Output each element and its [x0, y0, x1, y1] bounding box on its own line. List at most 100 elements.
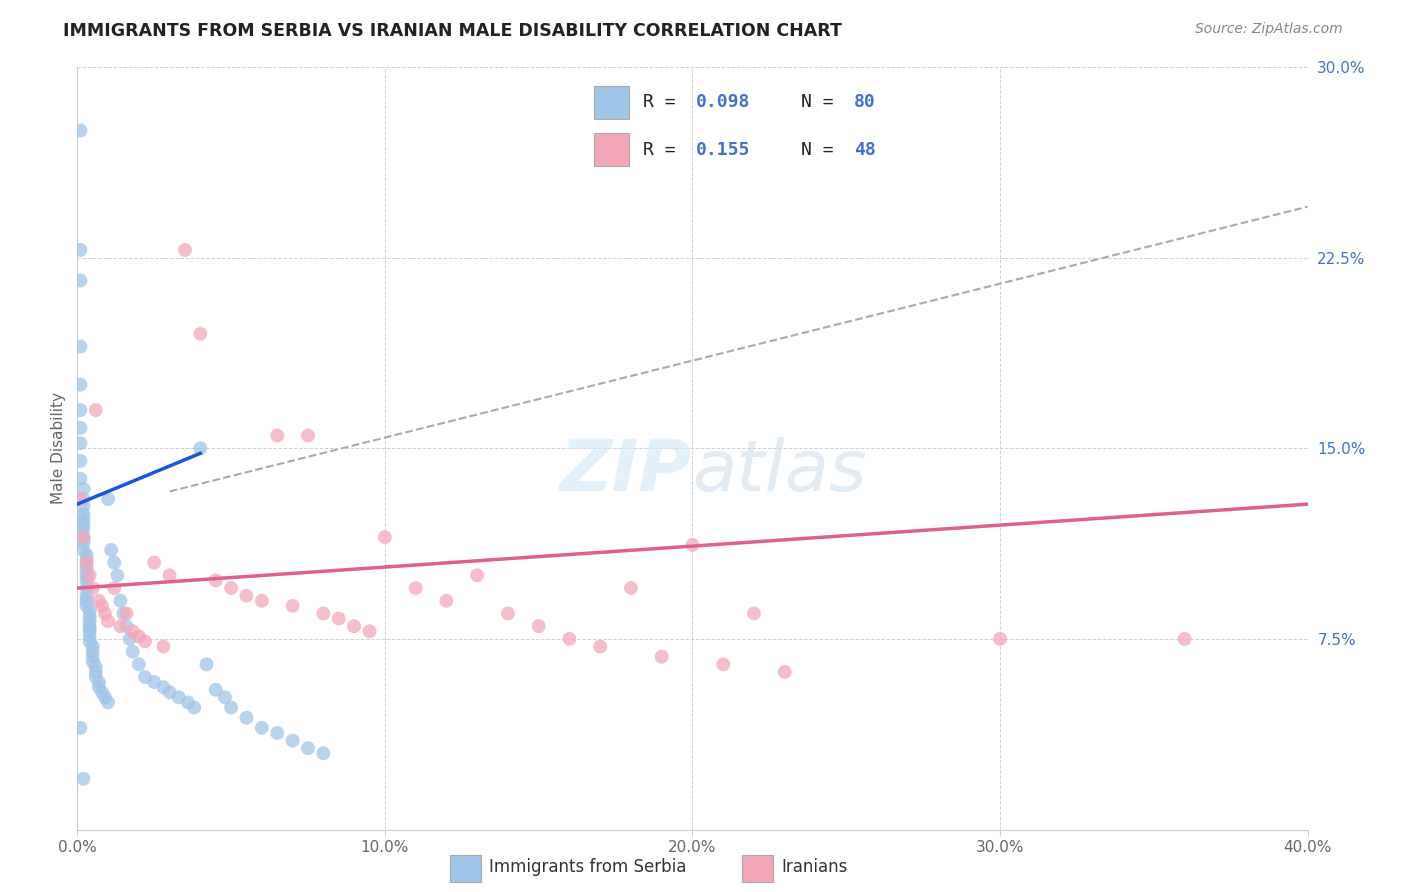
Point [79, 624, 101, 639]
Point [72, 530, 94, 544]
Text: IMMIGRANTS FROM SERBIA VS IRANIAN MALE DISABILITY CORRELATION CHART: IMMIGRANTS FROM SERBIA VS IRANIAN MALE D… [63, 22, 842, 40]
Point [174, 243, 197, 257]
Point [250, 721, 273, 735]
Point [167, 690, 190, 705]
Point [115, 607, 138, 621]
Point [103, 556, 125, 570]
Point [159, 685, 181, 699]
Point [90, 685, 114, 699]
Point [72, 491, 94, 506]
Point [76, 574, 98, 588]
Point [235, 711, 257, 725]
Point [76, 594, 98, 608]
Point [84, 403, 107, 417]
Point [214, 690, 236, 705]
Point [87, 680, 110, 694]
Point [121, 624, 143, 639]
Point [250, 594, 273, 608]
Bar [742, 855, 773, 881]
Point [105, 568, 128, 582]
Point [72, 517, 94, 532]
Text: 80: 80 [855, 94, 876, 112]
Point [79, 604, 101, 618]
Point [152, 640, 174, 654]
Point [76, 558, 98, 573]
Point [103, 581, 125, 595]
Point [76, 599, 98, 613]
Point [134, 634, 156, 648]
Point [121, 644, 143, 658]
Point [159, 568, 181, 582]
Point [204, 682, 226, 697]
Y-axis label: Male Disability: Male Disability [51, 392, 66, 504]
Point [72, 482, 94, 496]
Point [100, 542, 122, 557]
Point [97, 695, 120, 709]
Point [82, 649, 104, 664]
Text: Source: ZipAtlas.com: Source: ZipAtlas.com [1195, 22, 1343, 37]
Point [266, 726, 288, 740]
Point [266, 428, 288, 442]
Point [69, 472, 91, 486]
Point [359, 624, 381, 639]
Point [343, 619, 366, 633]
Point [1174, 632, 1197, 646]
Point [76, 553, 98, 567]
Point [69, 454, 91, 468]
Point [94, 607, 117, 621]
Point [195, 657, 218, 672]
Point [76, 548, 98, 562]
Point [558, 632, 581, 646]
Point [281, 733, 304, 747]
Point [118, 632, 141, 646]
Point [76, 589, 98, 603]
Point [82, 644, 104, 658]
Point [312, 607, 335, 621]
Text: N =: N = [801, 141, 845, 159]
Point [219, 581, 242, 595]
Point [84, 660, 107, 674]
Point [79, 622, 101, 636]
Point [97, 491, 120, 506]
Point [79, 614, 101, 628]
Text: atlas: atlas [693, 436, 868, 506]
Point [496, 607, 519, 621]
Point [128, 657, 150, 672]
Point [82, 640, 104, 654]
Point [312, 746, 335, 760]
Point [527, 619, 550, 633]
Point [82, 655, 104, 669]
Point [72, 535, 94, 549]
Point [188, 326, 212, 341]
Text: 0.155: 0.155 [696, 141, 751, 159]
Point [143, 556, 166, 570]
Point [651, 649, 673, 664]
Point [87, 594, 110, 608]
Point [773, 665, 796, 679]
Point [79, 609, 101, 624]
Point [72, 512, 94, 526]
Point [94, 690, 117, 705]
Point [374, 530, 396, 544]
Point [405, 581, 427, 595]
Point [112, 607, 135, 621]
Point [79, 619, 101, 633]
Point [297, 428, 319, 442]
Point [84, 670, 107, 684]
Point [87, 675, 110, 690]
Point [711, 657, 734, 672]
Text: 48: 48 [855, 141, 876, 159]
Point [69, 436, 91, 450]
Point [219, 700, 242, 714]
Point [742, 607, 765, 621]
Point [69, 403, 91, 417]
Point [90, 599, 114, 613]
Point [297, 741, 319, 756]
Point [69, 377, 91, 392]
Point [115, 619, 138, 633]
Point [72, 772, 94, 786]
Point [79, 634, 101, 648]
Point [281, 599, 304, 613]
Point [152, 680, 174, 694]
Point [134, 670, 156, 684]
